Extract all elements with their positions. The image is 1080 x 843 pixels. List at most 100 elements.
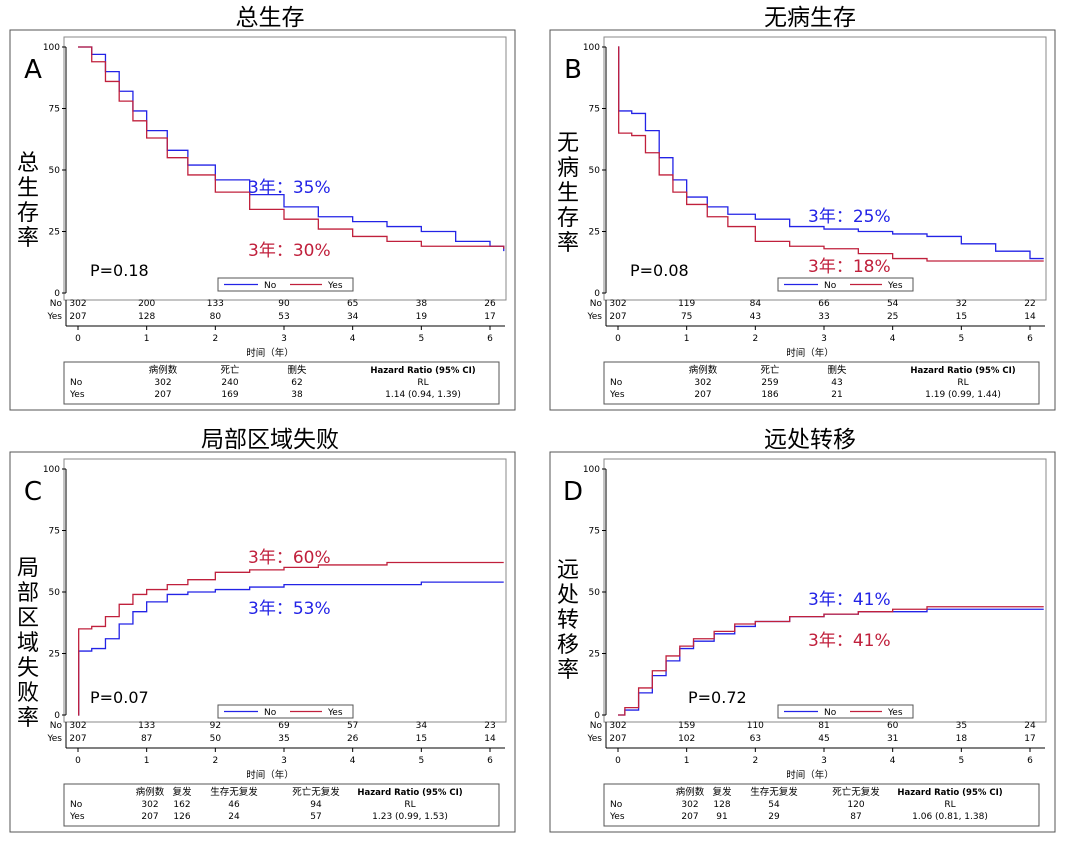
panel-frame xyxy=(9,451,516,833)
x-tick-label: 1 xyxy=(144,334,150,344)
x-tick-label: 4 xyxy=(890,756,896,766)
risk-count: 23 xyxy=(484,721,495,731)
p-value: P=0.08 xyxy=(630,261,689,280)
x-tick-label: 2 xyxy=(752,334,758,344)
legend-label-yes: Yes xyxy=(887,708,903,718)
risk-count: 119 xyxy=(678,299,695,309)
legend-box xyxy=(217,704,354,719)
series-line-no xyxy=(78,46,505,252)
risk-count: 14 xyxy=(1024,312,1036,322)
panel-frame xyxy=(9,29,516,411)
risk-count: 17 xyxy=(1024,734,1035,744)
x-tick-label: 0 xyxy=(75,334,81,344)
summary-row-label: Yes xyxy=(69,390,85,400)
risk-count: 302 xyxy=(609,299,626,309)
risk-count: 159 xyxy=(678,721,695,731)
risk-count: 54 xyxy=(887,299,899,309)
risk-count: 43 xyxy=(750,312,761,322)
risk-count: 200 xyxy=(138,299,155,309)
x-tick-label: 0 xyxy=(615,756,621,766)
summary-cell: 162 xyxy=(173,800,190,810)
summary-cell: 38 xyxy=(291,390,303,400)
series-line-yes xyxy=(78,46,505,249)
summary-cell: 207 xyxy=(694,390,711,400)
risk-count: 63 xyxy=(750,734,761,744)
legend-label-no: No xyxy=(264,281,277,291)
y-tick-label: 0 xyxy=(54,289,60,299)
summary-cell: 1.23 (0.99, 1.53) xyxy=(372,812,448,822)
summary-header: 生存无复发 xyxy=(210,786,258,798)
x-tick-label: 5 xyxy=(418,334,424,344)
y-axis-label-char: 率 xyxy=(17,706,39,731)
panel-d: 远处转移 D 远处转移率 0 25 50 75 100 0 1 2 3 4 5 6 时间（年） No 302 159… xyxy=(540,422,1080,843)
summary-cell: 43 xyxy=(831,378,842,388)
risk-row-label: Yes xyxy=(46,312,62,322)
summary-cell: 24 xyxy=(228,812,240,822)
risk-count: 38 xyxy=(416,299,428,309)
risk-count: 18 xyxy=(956,734,968,744)
y-tick-label: 100 xyxy=(583,465,600,475)
summary-header: 病例数 xyxy=(676,786,705,798)
summary-header: 死亡无复发 xyxy=(832,786,880,798)
summary-row-label: No xyxy=(70,378,83,388)
x-axis-label: 时间（年） xyxy=(246,347,294,359)
risk-row-label: Yes xyxy=(586,734,602,744)
risk-count: 32 xyxy=(956,299,967,309)
legend-box xyxy=(217,277,354,292)
x-tick-label: 4 xyxy=(350,756,356,766)
y-tick-label: 25 xyxy=(589,650,600,660)
risk-count: 26 xyxy=(484,299,496,309)
risk-count: 53 xyxy=(278,312,289,322)
x-tick-label: 5 xyxy=(958,334,964,344)
risk-count: 31 xyxy=(887,734,898,744)
risk-row-label: No xyxy=(590,721,603,731)
risk-count: 69 xyxy=(278,721,290,731)
x-tick-label: 1 xyxy=(144,756,150,766)
risk-count: 45 xyxy=(818,734,829,744)
x-axis-label: 时间（年） xyxy=(786,347,834,359)
y-axis-label-char: 远 xyxy=(557,558,579,583)
y-axis-label-char: 处 xyxy=(557,583,579,608)
x-tick-label: 6 xyxy=(1027,334,1033,344)
summary-header: 病例数 xyxy=(136,786,165,798)
risk-row-label: No xyxy=(50,299,63,309)
summary-cell: 207 xyxy=(154,390,171,400)
plot-frame xyxy=(63,458,507,723)
panel-letter: B xyxy=(564,55,582,85)
summary-cell: 94 xyxy=(310,800,322,810)
summary-header: Hazard Ratio (95% CI) xyxy=(370,366,475,376)
y-axis-label-char: 失 xyxy=(17,656,39,681)
summary-header: 死亡 xyxy=(220,364,239,376)
risk-count: 35 xyxy=(956,721,967,731)
x-tick-label: 4 xyxy=(350,334,356,344)
summary-header: 死亡 xyxy=(760,364,779,376)
summary-cell: 120 xyxy=(847,800,864,810)
legend-box xyxy=(777,277,914,292)
annotation-3yr: 3年：25% xyxy=(808,207,891,227)
summary-cell: 259 xyxy=(761,378,778,388)
y-axis-label-char: 区 xyxy=(17,606,39,631)
x-tick-label: 6 xyxy=(487,334,493,344)
x-tick-label: 1 xyxy=(684,334,690,344)
annotation-3yr: 3年：35% xyxy=(248,178,331,198)
panel-letter: A xyxy=(24,55,42,85)
risk-count: 17 xyxy=(484,312,495,322)
y-tick-label: 25 xyxy=(49,228,60,238)
risk-count: 92 xyxy=(210,721,221,731)
panel-title: 总生存 xyxy=(236,5,305,31)
annotation-3yr: 3年：53% xyxy=(248,599,331,619)
x-tick-label: 5 xyxy=(958,756,964,766)
y-tick-label: 50 xyxy=(589,588,601,598)
legend-label-no: No xyxy=(264,708,277,718)
summary-header: 删失 xyxy=(287,364,307,376)
y-axis-label-char: 败 xyxy=(17,681,39,706)
annotation-3yr: 3年：60% xyxy=(248,548,331,568)
risk-count: 80 xyxy=(210,312,222,322)
summary-cell: 87 xyxy=(850,812,861,822)
summary-cell: 62 xyxy=(291,378,302,388)
risk-count: 57 xyxy=(347,721,358,731)
